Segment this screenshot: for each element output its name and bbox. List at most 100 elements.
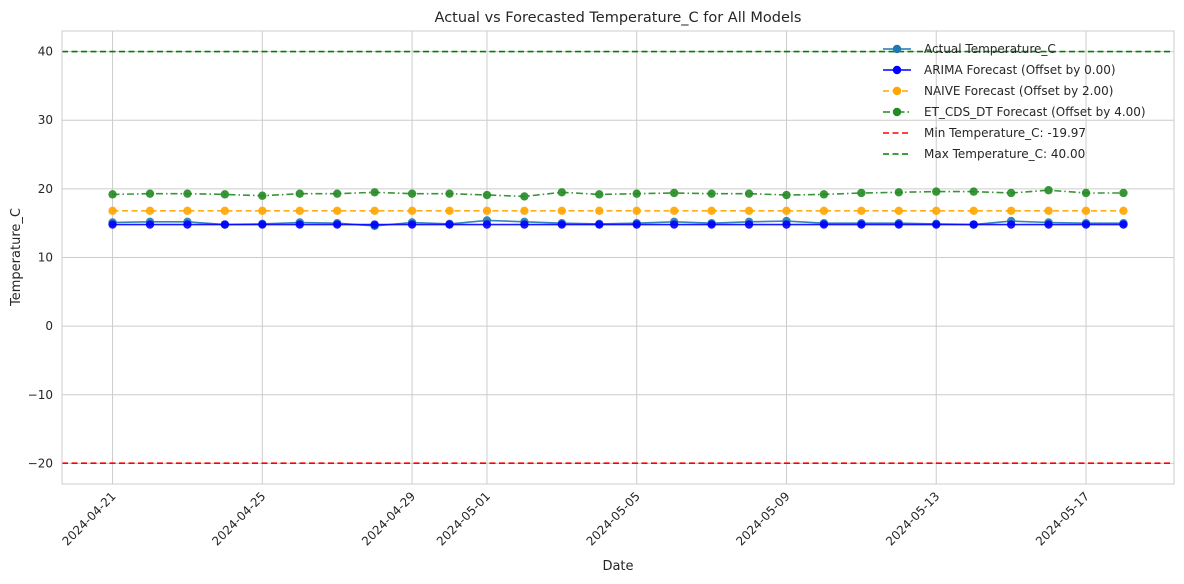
data-point bbox=[183, 206, 192, 216]
data-point bbox=[220, 220, 230, 229]
data-point bbox=[145, 220, 155, 229]
legend-label: NAIVE Forecast (Offset by 2.00) bbox=[924, 84, 1113, 98]
data-point bbox=[520, 206, 529, 216]
data-point bbox=[1044, 220, 1053, 229]
legend-marker bbox=[892, 107, 902, 117]
data-point bbox=[595, 206, 604, 216]
data-point bbox=[295, 206, 304, 216]
data-point bbox=[407, 189, 417, 198]
y-tick-label: −10 bbox=[28, 388, 53, 402]
y-tick-label: −20 bbox=[28, 456, 53, 470]
data-point bbox=[744, 220, 754, 229]
data-point bbox=[969, 187, 978, 196]
data-point bbox=[1081, 188, 1091, 198]
y-tick-label: 10 bbox=[38, 251, 53, 265]
data-point bbox=[183, 189, 192, 198]
data-point bbox=[932, 220, 941, 229]
plot-frame bbox=[61, 30, 1175, 485]
data-point bbox=[894, 206, 904, 216]
data-point bbox=[1044, 186, 1053, 195]
data-point bbox=[332, 220, 342, 229]
data-point bbox=[1006, 220, 1016, 229]
y-tick-label: 0 bbox=[45, 319, 53, 333]
legend-label: ARIMA Forecast (Offset by 0.00) bbox=[924, 63, 1116, 77]
data-point bbox=[857, 188, 866, 198]
data-point bbox=[108, 206, 117, 216]
data-point bbox=[1081, 206, 1091, 216]
data-point bbox=[669, 220, 679, 229]
data-point bbox=[1081, 220, 1091, 229]
data-point bbox=[370, 220, 379, 229]
data-point bbox=[894, 188, 904, 197]
data-point bbox=[707, 206, 716, 216]
y-axis-title: Temperature_C bbox=[9, 208, 24, 307]
data-point bbox=[295, 220, 304, 229]
data-point bbox=[370, 206, 379, 216]
y-tick-label: 40 bbox=[38, 45, 53, 59]
data-point bbox=[445, 189, 454, 198]
data-point bbox=[220, 190, 230, 199]
data-point bbox=[969, 220, 978, 229]
data-point bbox=[557, 220, 567, 229]
x-axis-title: Date bbox=[602, 559, 633, 574]
data-point bbox=[370, 188, 379, 197]
data-point bbox=[332, 189, 342, 198]
legend-label: ET_CDS_DT Forecast (Offset by 4.00) bbox=[924, 105, 1146, 119]
data-point bbox=[669, 188, 679, 198]
data-point bbox=[108, 220, 117, 229]
data-point bbox=[520, 192, 529, 201]
legend: Actual Temperature_C ARIMA Forecast (Offs… bbox=[883, 42, 1146, 161]
y-tick-label: 30 bbox=[38, 113, 53, 127]
data-point bbox=[108, 190, 117, 199]
data-point bbox=[595, 220, 604, 229]
legend-label: Min Temperature_C: -19.97 bbox=[924, 126, 1086, 140]
data-point bbox=[819, 190, 829, 199]
series-line bbox=[112, 189, 1124, 198]
data-point bbox=[258, 191, 267, 200]
data-point bbox=[1006, 206, 1016, 216]
data-point bbox=[969, 206, 978, 216]
data-point bbox=[707, 220, 716, 229]
data-point bbox=[407, 220, 417, 229]
data-point bbox=[744, 206, 754, 216]
data-point bbox=[258, 220, 267, 229]
data-point bbox=[1119, 206, 1128, 216]
data-point bbox=[1119, 188, 1128, 198]
data-point bbox=[669, 206, 679, 216]
data-point bbox=[819, 206, 829, 216]
data-point bbox=[482, 190, 492, 200]
data-point bbox=[744, 189, 754, 198]
data-point bbox=[595, 190, 604, 199]
data-point bbox=[258, 206, 267, 216]
data-point bbox=[819, 220, 829, 229]
legend-marker bbox=[892, 65, 902, 75]
y-tick-label: 20 bbox=[38, 182, 53, 196]
data-point bbox=[782, 220, 791, 229]
chart-title: Actual vs Forecasted Temperature_C for A… bbox=[435, 10, 802, 26]
data-point bbox=[482, 220, 492, 229]
data-point bbox=[445, 220, 454, 229]
data-point bbox=[295, 189, 304, 198]
data-point bbox=[782, 190, 791, 200]
data-point bbox=[557, 206, 567, 216]
data-point bbox=[145, 206, 155, 216]
data-point bbox=[857, 220, 866, 229]
data-point bbox=[1119, 220, 1128, 229]
legend-marker bbox=[892, 44, 902, 54]
data-point bbox=[707, 189, 716, 198]
data-point bbox=[145, 189, 155, 198]
legend-label: Actual Temperature_C bbox=[924, 42, 1056, 56]
data-point bbox=[220, 206, 230, 216]
data-point bbox=[520, 220, 529, 229]
data-point bbox=[857, 206, 866, 216]
data-point bbox=[632, 206, 641, 216]
data-point bbox=[632, 189, 641, 198]
data-point bbox=[445, 206, 454, 216]
data-point bbox=[482, 206, 492, 216]
data-point bbox=[632, 220, 641, 229]
data-point bbox=[894, 220, 904, 229]
legend-label: Max Temperature_C: 40.00 bbox=[924, 147, 1085, 161]
data-point bbox=[1044, 206, 1053, 216]
